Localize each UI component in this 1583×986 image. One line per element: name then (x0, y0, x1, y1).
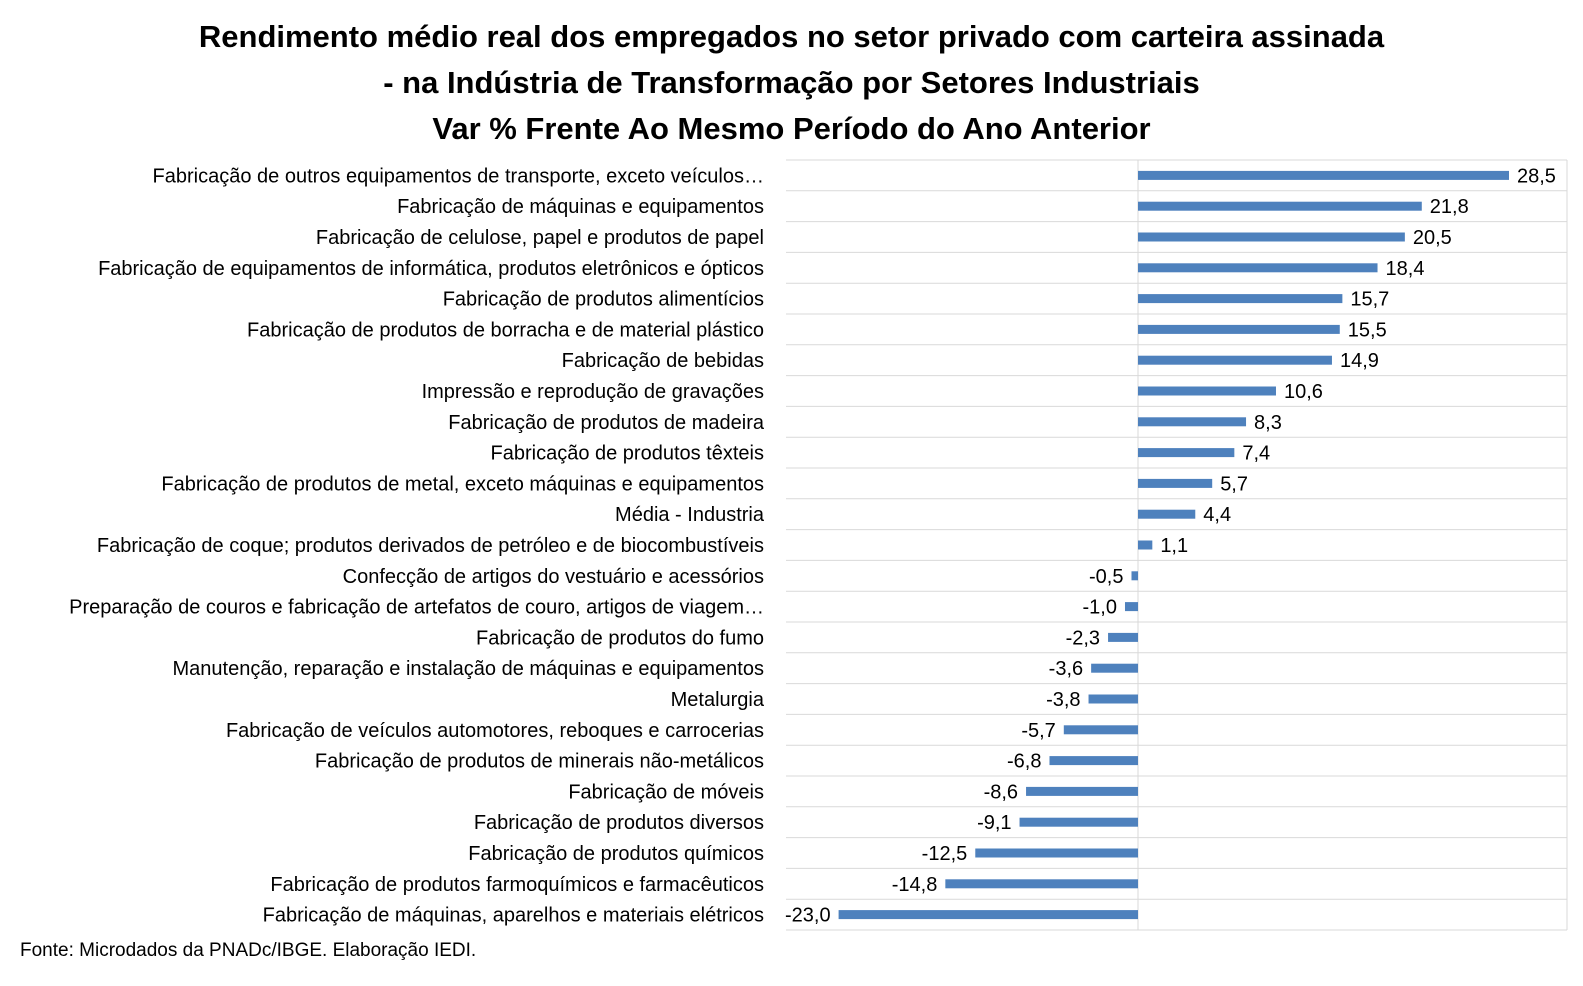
data-label: 5,7 (1220, 473, 1248, 495)
bar (838, 910, 1138, 920)
category-label: Impressão e reprodução de gravações (422, 381, 764, 403)
category-label: Fabricação de coque; produtos derivados … (97, 535, 764, 557)
data-label: -9,1 (977, 812, 1011, 834)
data-label: -6,8 (1007, 751, 1041, 773)
chart-title-line-3: Var % Frente Ao Mesmo Período do Ano Ant… (432, 111, 1151, 146)
bar (1138, 417, 1247, 427)
bar (1138, 324, 1340, 334)
data-label: 28,5 (1517, 165, 1556, 187)
category-label: Média - Industria (615, 504, 765, 526)
bar (1124, 602, 1138, 612)
bar (1138, 478, 1213, 488)
bar (1063, 725, 1138, 735)
bar (1138, 294, 1343, 304)
category-label: Fabricação de máquinas, aparelhos e mate… (263, 905, 764, 927)
category-label: Fabricação de produtos de borracha e de … (247, 319, 764, 341)
bar (1131, 571, 1138, 581)
data-label: -8,6 (984, 781, 1018, 803)
data-label: -23,0 (785, 905, 831, 927)
category-label: Manutenção, reparação e instalação de má… (172, 658, 764, 680)
data-label: -14,8 (892, 874, 938, 896)
data-label: 7,4 (1242, 443, 1270, 465)
bar (1049, 756, 1138, 766)
data-label: -5,7 (1021, 720, 1055, 742)
category-label: Metalurgia (671, 689, 765, 711)
bar (1138, 355, 1332, 365)
data-label: -1,0 (1083, 597, 1117, 619)
data-label: 14,9 (1340, 350, 1379, 372)
bar (1138, 448, 1235, 458)
source-note: Fonte: Microdados da PNADc/IBGE. Elabora… (20, 940, 477, 961)
category-label: Fabricação de produtos têxteis (491, 443, 765, 465)
bar (975, 848, 1138, 858)
bar (1138, 201, 1422, 211)
category-label: Fabricação de bebidas (562, 350, 764, 372)
data-label: 15,7 (1350, 289, 1389, 311)
category-label: Fabricação de celulose, papel e produtos… (316, 227, 764, 249)
data-label: -2,3 (1066, 627, 1100, 649)
bar (1138, 386, 1276, 396)
category-label: Fabricação de produtos diversos (474, 812, 764, 834)
bar (1138, 540, 1153, 550)
bar (1026, 786, 1138, 796)
category-label: Fabricação de produtos alimentícios (443, 289, 764, 311)
data-label: 15,5 (1348, 319, 1387, 341)
category-label: Fabricação de máquinas e equipamentos (397, 196, 764, 218)
data-label: 18,4 (1386, 258, 1425, 280)
bar (1019, 817, 1138, 827)
data-label: 4,4 (1203, 504, 1231, 526)
bar (1138, 509, 1196, 519)
category-label: Fabricação de produtos farmoquímicos e f… (270, 874, 764, 896)
bar (1108, 632, 1138, 642)
data-label: 8,3 (1254, 412, 1282, 434)
category-label: Fabricação de produtos do fumo (476, 627, 764, 649)
bar (945, 879, 1138, 889)
data-label: 20,5 (1413, 227, 1452, 249)
category-label: Fabricação de produtos de metal, exceto … (161, 473, 764, 495)
data-label: -12,5 (922, 843, 968, 865)
chart-title-line-1: Rendimento médio real dos empregados no … (198, 19, 1385, 54)
bar (1138, 263, 1378, 273)
category-label: Fabricação de outros equipamentos de tra… (153, 165, 764, 187)
category-label: Fabricação de equipamentos de informátic… (98, 258, 764, 280)
category-label: Fabricação de produtos de madeira (448, 412, 765, 434)
data-label: 10,6 (1284, 381, 1323, 403)
category-label: Preparação de couros e fabricação de art… (69, 597, 764, 619)
data-label: -3,6 (1049, 658, 1083, 680)
bar (1138, 232, 1405, 242)
bar (1088, 694, 1138, 704)
bar (1091, 663, 1138, 673)
data-label: 1,1 (1160, 535, 1188, 557)
bar (1138, 170, 1509, 180)
data-label: -3,8 (1046, 689, 1080, 711)
category-label: Fabricação de produtos de minerais não-m… (315, 751, 764, 773)
chart-title: Rendimento médio real dos empregados no … (0, 14, 1583, 152)
data-label: 21,8 (1430, 196, 1469, 218)
category-label: Confecção de artigos do vestuário e aces… (343, 566, 764, 588)
category-label: Fabricação de produtos químicos (468, 843, 764, 865)
category-label: Fabricação de veículos automotores, rebo… (226, 720, 764, 742)
data-label: -0,5 (1089, 566, 1123, 588)
chart-title-line-2: - na Indústria de Transformação por Seto… (383, 65, 1200, 100)
category-label: Fabricação de móveis (568, 781, 764, 803)
